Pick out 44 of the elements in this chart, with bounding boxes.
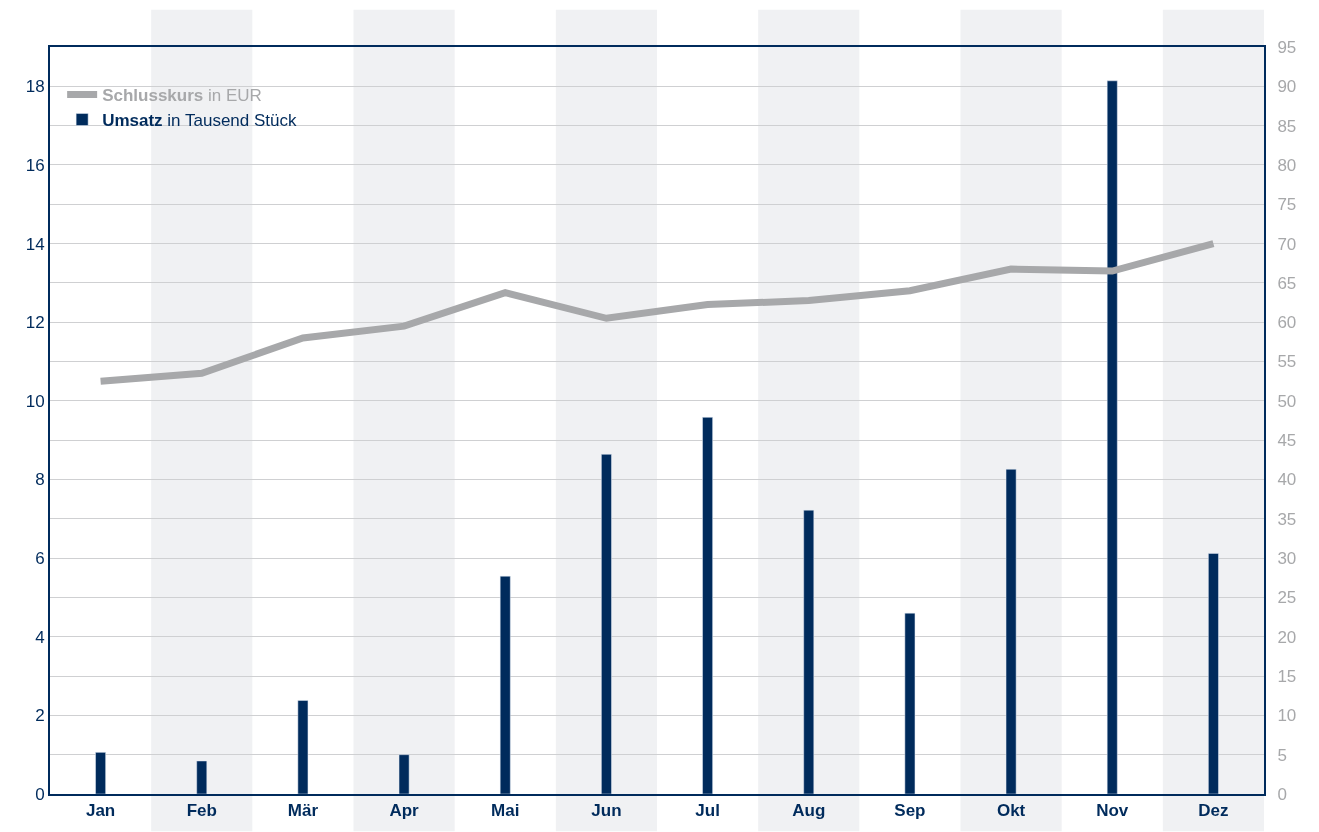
- y-tick-label: 6: [35, 549, 45, 569]
- x-tick-label: Feb: [186, 801, 217, 821]
- x-tick-label: Jan: [85, 801, 116, 821]
- y2-tick-label: 80: [1277, 155, 1297, 175]
- y2-tick-label: 65: [1277, 273, 1297, 293]
- y2-tick-label: 10: [1277, 706, 1297, 726]
- y2-tick-label: 35: [1277, 509, 1297, 529]
- y-tick-label: 4: [35, 627, 45, 647]
- x-tick-label: Jul: [695, 801, 720, 821]
- x-tick-label: Aug: [792, 801, 826, 821]
- y2-tick-label: 50: [1277, 391, 1297, 411]
- y2-tick-label: 90: [1277, 77, 1297, 97]
- y2-tick-label: 55: [1277, 352, 1297, 372]
- y2-tick-label: 60: [1277, 313, 1297, 333]
- y2-tick-label: 15: [1277, 667, 1297, 686]
- y-tick-label: 8: [35, 470, 45, 490]
- y-tick-label: 18: [25, 77, 45, 97]
- y2-tick-label: 45: [1277, 431, 1297, 451]
- x-tick-label: Apr: [389, 801, 420, 821]
- y-tick-label: 14: [25, 234, 45, 254]
- x-tick-label: Jun: [591, 801, 622, 821]
- y2-tick-label: 95: [1277, 37, 1297, 57]
- y-tick-label: 10: [25, 391, 45, 411]
- y2-tick-label: 70: [1277, 234, 1297, 254]
- y2-tick-label: 25: [1277, 588, 1297, 608]
- y2-tick-label: 20: [1277, 627, 1297, 647]
- y2-tick-label: 85: [1277, 116, 1297, 136]
- x-tick-label: Dez: [1198, 801, 1229, 821]
- y2-tick-label: 5: [1277, 745, 1287, 765]
- x-tick-label: Okt: [996, 801, 1026, 821]
- legend-label: Umsatz in Tausend Stück: [102, 111, 297, 131]
- y2-tick-label: 30: [1277, 549, 1297, 569]
- y-tick-label: 2: [35, 706, 45, 726]
- y-tick-label: 16: [25, 155, 45, 175]
- x-tick-label: Nov: [1096, 801, 1129, 821]
- y2-tick-label: 75: [1277, 195, 1297, 215]
- x-tick-label: Mai: [491, 801, 520, 821]
- y2-tick-label: 0: [1277, 784, 1287, 804]
- y-tick-label: 0: [35, 784, 45, 804]
- y2-tick-label: 40: [1277, 470, 1297, 490]
- legend-label: Schlusskurs in EUR: [102, 86, 262, 106]
- y-tick-label: 12: [25, 313, 45, 333]
- x-tick-label: Mär: [287, 801, 319, 821]
- x-tick-label: Sep: [894, 801, 926, 821]
